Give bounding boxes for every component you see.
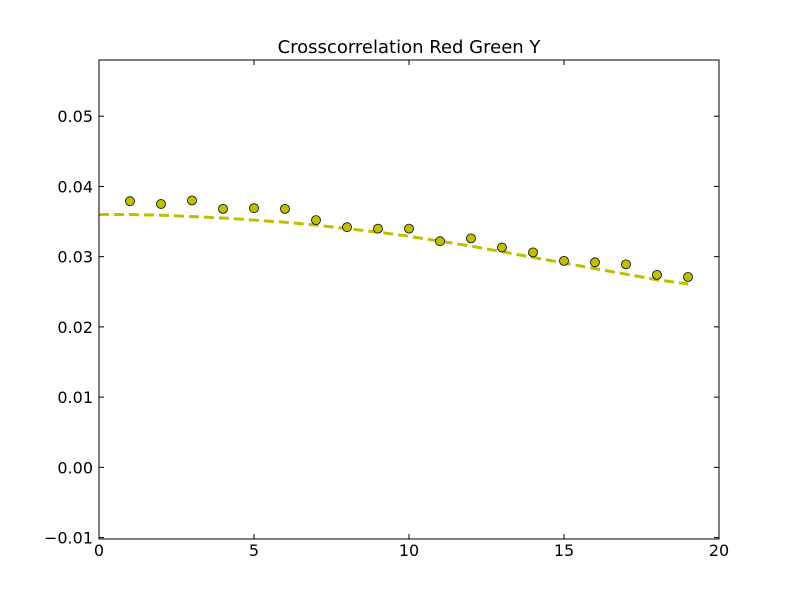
data-point: [652, 269, 662, 280]
y-tick-label: 0.01: [57, 388, 93, 407]
x-tick-label: 20: [709, 541, 729, 560]
data-point: [404, 223, 414, 234]
data-point: [590, 257, 600, 268]
data-point: [187, 195, 197, 206]
y-tick-label: 0.05: [57, 107, 93, 126]
x-tick-label: 5: [249, 541, 259, 560]
data-point: [156, 199, 166, 209]
data-point: [435, 236, 445, 247]
data-point: [311, 215, 321, 226]
plot-area: [99, 60, 719, 539]
x-tick-label: 10: [399, 541, 419, 560]
y-tick-label: 0.03: [57, 248, 93, 267]
fit-line-layer: [99, 213, 689, 286]
data-point: [280, 203, 290, 214]
marker-layer: [125, 195, 693, 282]
data-point: [621, 259, 631, 270]
y-tick-label: −0.01: [44, 529, 93, 548]
data-point: [466, 233, 476, 244]
data-point: [497, 242, 507, 253]
data-point: [218, 203, 228, 214]
y-axis: −0.01 0.00 0.01 0.02 0.03 0.04 0.05: [44, 107, 719, 548]
data-point: [373, 223, 383, 234]
chart-title: Crosscorrelation Red Green Y: [278, 37, 542, 58]
y-tick-label: 0.04: [57, 177, 93, 196]
y-tick-label: 0.02: [57, 318, 93, 337]
y-tick-label: 0.00: [57, 458, 93, 477]
data-point: [249, 203, 259, 214]
x-tick-label: 15: [554, 541, 574, 560]
data-point: [125, 196, 135, 207]
x-axis: 0 5 10 15 20: [94, 60, 729, 560]
x-tick-label: 0: [94, 541, 104, 560]
data-point: [528, 247, 538, 258]
data-point: [683, 272, 693, 282]
fit-line: [99, 213, 689, 286]
data-point: [342, 222, 352, 233]
data-point: [559, 255, 569, 266]
